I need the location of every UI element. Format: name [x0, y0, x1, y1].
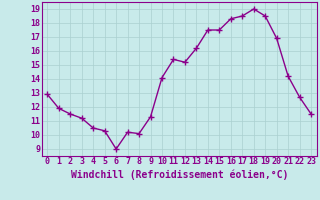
X-axis label: Windchill (Refroidissement éolien,°C): Windchill (Refroidissement éolien,°C) [70, 169, 288, 180]
